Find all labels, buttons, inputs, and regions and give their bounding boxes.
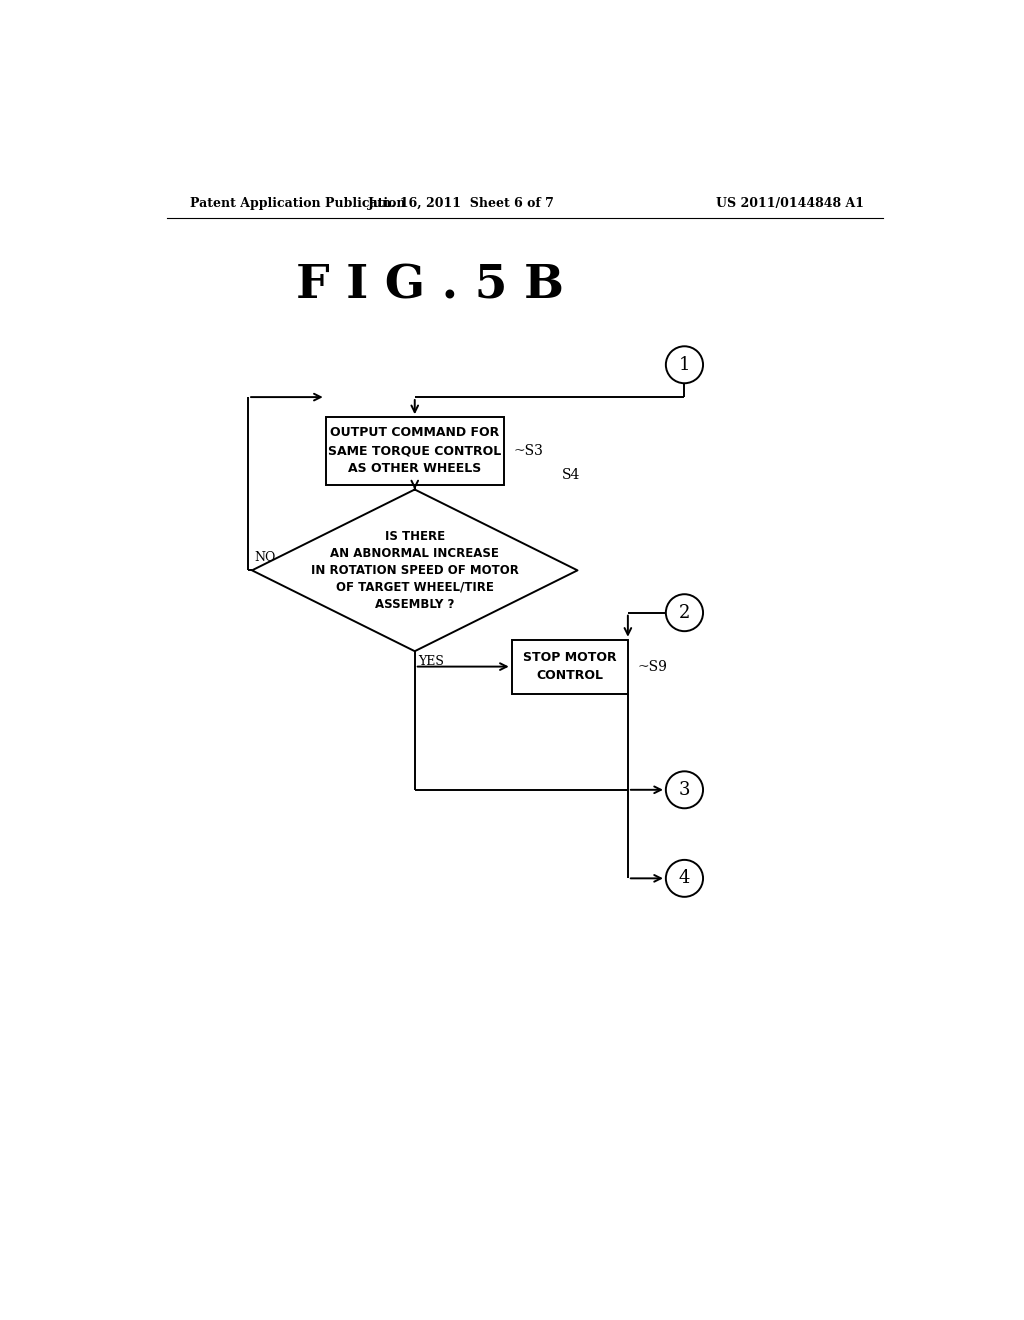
Text: Jun. 16, 2011  Sheet 6 of 7: Jun. 16, 2011 Sheet 6 of 7	[368, 197, 555, 210]
Bar	[512, 640, 628, 693]
Text: OUTPUT COMMAND FOR
SAME TORQUE CONTROL
AS OTHER WHEELS: OUTPUT COMMAND FOR SAME TORQUE CONTROL A…	[328, 426, 502, 475]
Text: ~S3: ~S3	[513, 444, 543, 458]
Text: YES: YES	[419, 655, 444, 668]
Text: STOP MOTOR
CONTROL: STOP MOTOR CONTROL	[523, 651, 616, 682]
Text: S4: S4	[562, 467, 581, 482]
Text: US 2011/0144848 A1: US 2011/0144848 A1	[716, 197, 864, 210]
Bar	[326, 417, 504, 484]
Text: 4: 4	[679, 870, 690, 887]
Text: Patent Application Publication: Patent Application Publication	[190, 197, 406, 210]
Text: NO: NO	[254, 552, 275, 564]
Text: 3: 3	[679, 781, 690, 799]
Polygon shape	[252, 490, 578, 651]
Text: ~S9: ~S9	[637, 660, 667, 673]
Text: 2: 2	[679, 603, 690, 622]
Text: IS THERE
AN ABNORMAL INCREASE
IN ROTATION SPEED OF MOTOR
OF TARGET WHEEL/TIRE
AS: IS THERE AN ABNORMAL INCREASE IN ROTATIO…	[311, 529, 519, 611]
Text: F I G . 5 B: F I G . 5 B	[296, 263, 564, 309]
Text: 1: 1	[679, 356, 690, 374]
